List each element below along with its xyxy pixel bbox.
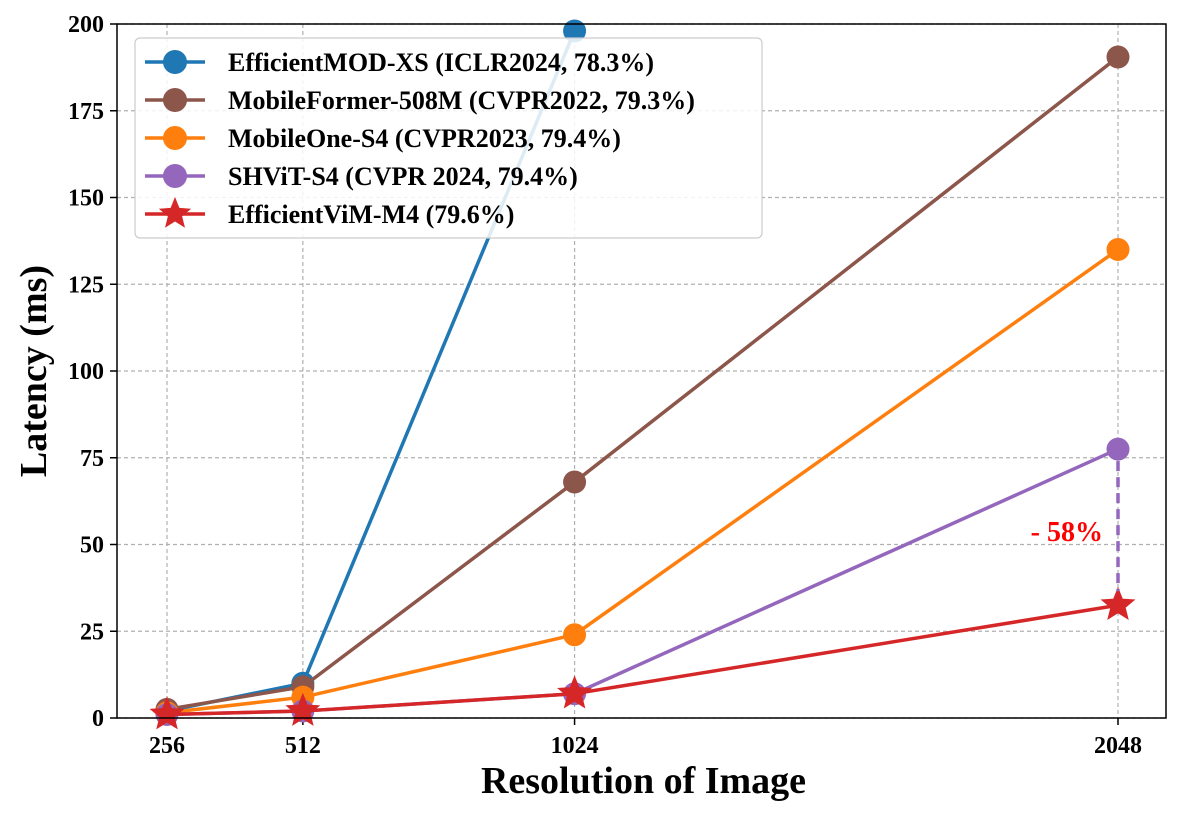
x-tick-label: 512 [285, 733, 321, 759]
legend-circle-marker [163, 164, 187, 188]
data-point [563, 19, 587, 43]
x-tick-label: 256 [149, 733, 185, 759]
y-tick-label: 0 [92, 706, 104, 732]
x-axis-title: Resolution of Image [481, 760, 806, 802]
y-tick-label: 75 [80, 446, 104, 472]
data-point [1106, 437, 1130, 461]
legend-label: EfficientViM-M4 (79.6%) [228, 200, 514, 229]
legend-star-marker [158, 197, 192, 228]
x-tick-label: 1024 [551, 733, 599, 759]
data-point-star [557, 675, 593, 709]
y-tick-label: 25 [80, 619, 104, 645]
series-line [166, 603, 1119, 717]
legend-label: EfficientMOD-XS (ICLR2024, 78.3%) [228, 48, 654, 77]
y-tick-label: 200 [68, 12, 104, 38]
legend: EfficientMOD-XS (ICLR2024, 78.3%) MobileF… [134, 37, 763, 239]
series-4 [149, 586, 1136, 730]
series-2 [155, 238, 1130, 725]
y-ticks: 0 25 50 75 100 125 150 175 200 [68, 12, 117, 732]
legend-label: SHViT-S4 (CVPR 2024, 79.4%) [228, 162, 578, 191]
legend-item: EfficientMOD-XS (ICLR2024, 78.3%) [145, 48, 654, 77]
data-point-star [149, 696, 185, 730]
series-lines [149, 19, 1136, 730]
legend-box [134, 37, 763, 239]
series-line [166, 55, 1120, 712]
y-tick-label: 50 [80, 533, 104, 559]
legend-label: MobileOne-S4 (CVPR2023, 79.4%) [228, 124, 621, 153]
data-point-star [1100, 586, 1136, 621]
plot-frame [116, 23, 1167, 719]
legend-item: MobileFormer-508M (CVPR2022, 79.3%) [145, 86, 695, 115]
data-point [563, 470, 587, 494]
y-tick-label: 175 [68, 99, 104, 125]
annotations: - 58% [1031, 461, 1120, 592]
legend-item: MobileOne-S4 (CVPR2023, 79.4%) [145, 124, 621, 153]
x-ticks: 256 512 1024 2048 [149, 718, 1142, 759]
legend-label: MobileFormer-508M (CVPR2022, 79.3%) [228, 86, 695, 115]
legend-circle-marker [163, 88, 187, 112]
data-point [563, 623, 587, 647]
legend-circle-marker [163, 50, 187, 74]
x-tick-label: 2048 [1094, 733, 1142, 759]
data-point [1106, 238, 1130, 262]
y-tick-label: 100 [68, 359, 104, 385]
legend-item: SHViT-S4 (CVPR 2024, 79.4%) [145, 162, 578, 191]
y-axis-title: Latency (ms) [13, 265, 55, 477]
series-line [166, 248, 1120, 715]
legend-item: EfficientViM-M4 (79.6%) [145, 197, 514, 229]
data-point [1106, 45, 1130, 69]
legend-circle-marker [163, 126, 187, 150]
y-tick-label: 125 [68, 272, 104, 298]
reduction-label: - 58% [1031, 517, 1103, 548]
y-tick-label: 150 [68, 186, 104, 212]
